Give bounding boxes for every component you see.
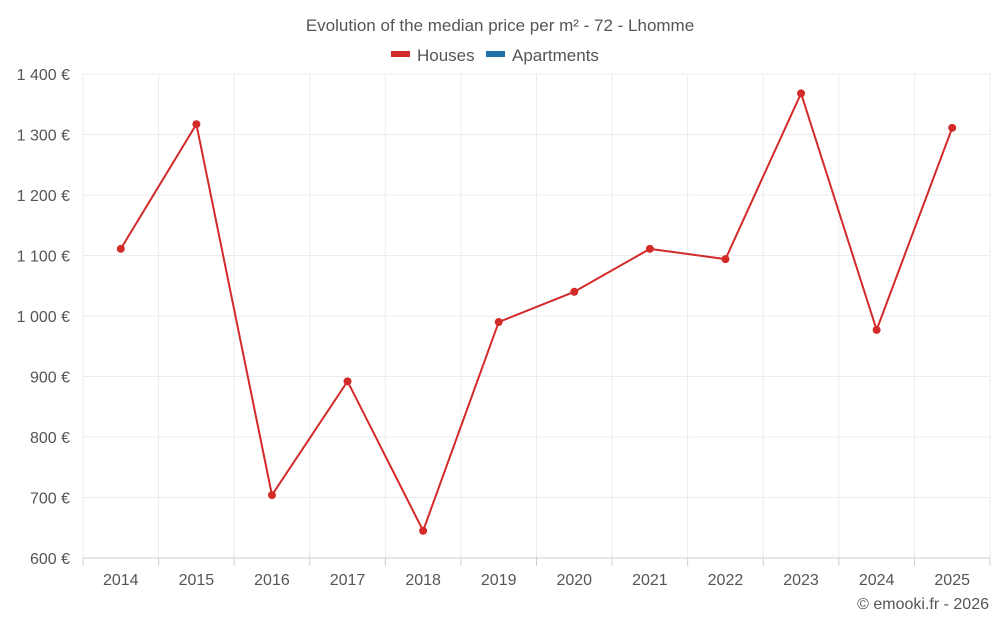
x-tick-label: 2015: [179, 572, 215, 589]
series-layer: [116, 89, 957, 535]
y-tick-label: 900 €: [30, 370, 70, 387]
gridlines: [82, 73, 991, 558]
y-tick-label: 1 100 €: [17, 249, 70, 266]
x-tick-label: 2014: [103, 572, 139, 589]
x-tick-label: 2020: [556, 572, 592, 589]
data-point-houses[interactable]: [116, 244, 125, 253]
y-tick-label: 1 200 €: [17, 188, 70, 205]
x-tick-label: 2022: [708, 572, 744, 589]
y-tick-label: 700 €: [30, 491, 70, 508]
data-point-houses[interactable]: [872, 325, 881, 334]
x-tick-label: 2016: [254, 572, 290, 589]
data-point-houses[interactable]: [721, 255, 730, 264]
y-tick-label: 1 300 €: [17, 128, 70, 145]
chart-title: Evolution of the median price per m² - 7…: [306, 16, 694, 35]
y-tick-label: 1 000 €: [17, 309, 70, 326]
y-tick-labels: 600 € 700 € 800 € 900 € 1 000 € 1 100 € 1 200 …: [17, 67, 70, 568]
data-point-houses[interactable]: [570, 287, 579, 296]
x-tick-label: 2017: [330, 572, 366, 589]
data-point-houses[interactable]: [192, 120, 201, 129]
data-point-houses[interactable]: [343, 377, 352, 386]
credit-text: © emooki.fr - 2026: [857, 596, 989, 613]
legend[interactable]: Houses Apartments: [391, 46, 599, 65]
x-tick-label: 2019: [481, 572, 517, 589]
x-tick-label: 2024: [859, 572, 895, 589]
series-line-houses: [119, 92, 954, 532]
data-point-houses[interactable]: [419, 526, 428, 535]
y-tick-label: 800 €: [30, 430, 70, 447]
data-point-houses[interactable]: [797, 89, 806, 98]
legend-label-apartments[interactable]: Apartments: [512, 46, 599, 65]
x-tick-label: 2025: [934, 572, 970, 589]
data-point-houses[interactable]: [494, 318, 503, 327]
legend-swatch-apartments: [486, 51, 505, 57]
axes: [82, 557, 991, 566]
x-tick-label: 2018: [405, 572, 441, 589]
data-point-houses[interactable]: [645, 244, 654, 253]
data-point-houses[interactable]: [267, 491, 276, 500]
x-tick-label: 2023: [783, 572, 819, 589]
x-tick-label: 2021: [632, 572, 668, 589]
legend-swatch-houses: [391, 51, 410, 57]
y-tick-label: 600 €: [30, 551, 70, 568]
y-tick-label: 1 400 €: [17, 67, 70, 84]
data-point-houses[interactable]: [948, 123, 957, 132]
legend-label-houses[interactable]: Houses: [417, 46, 475, 65]
x-tick-labels: 2014 2015 2016 2017 2018 2019 2020 2021 2022 2023…: [103, 572, 970, 589]
